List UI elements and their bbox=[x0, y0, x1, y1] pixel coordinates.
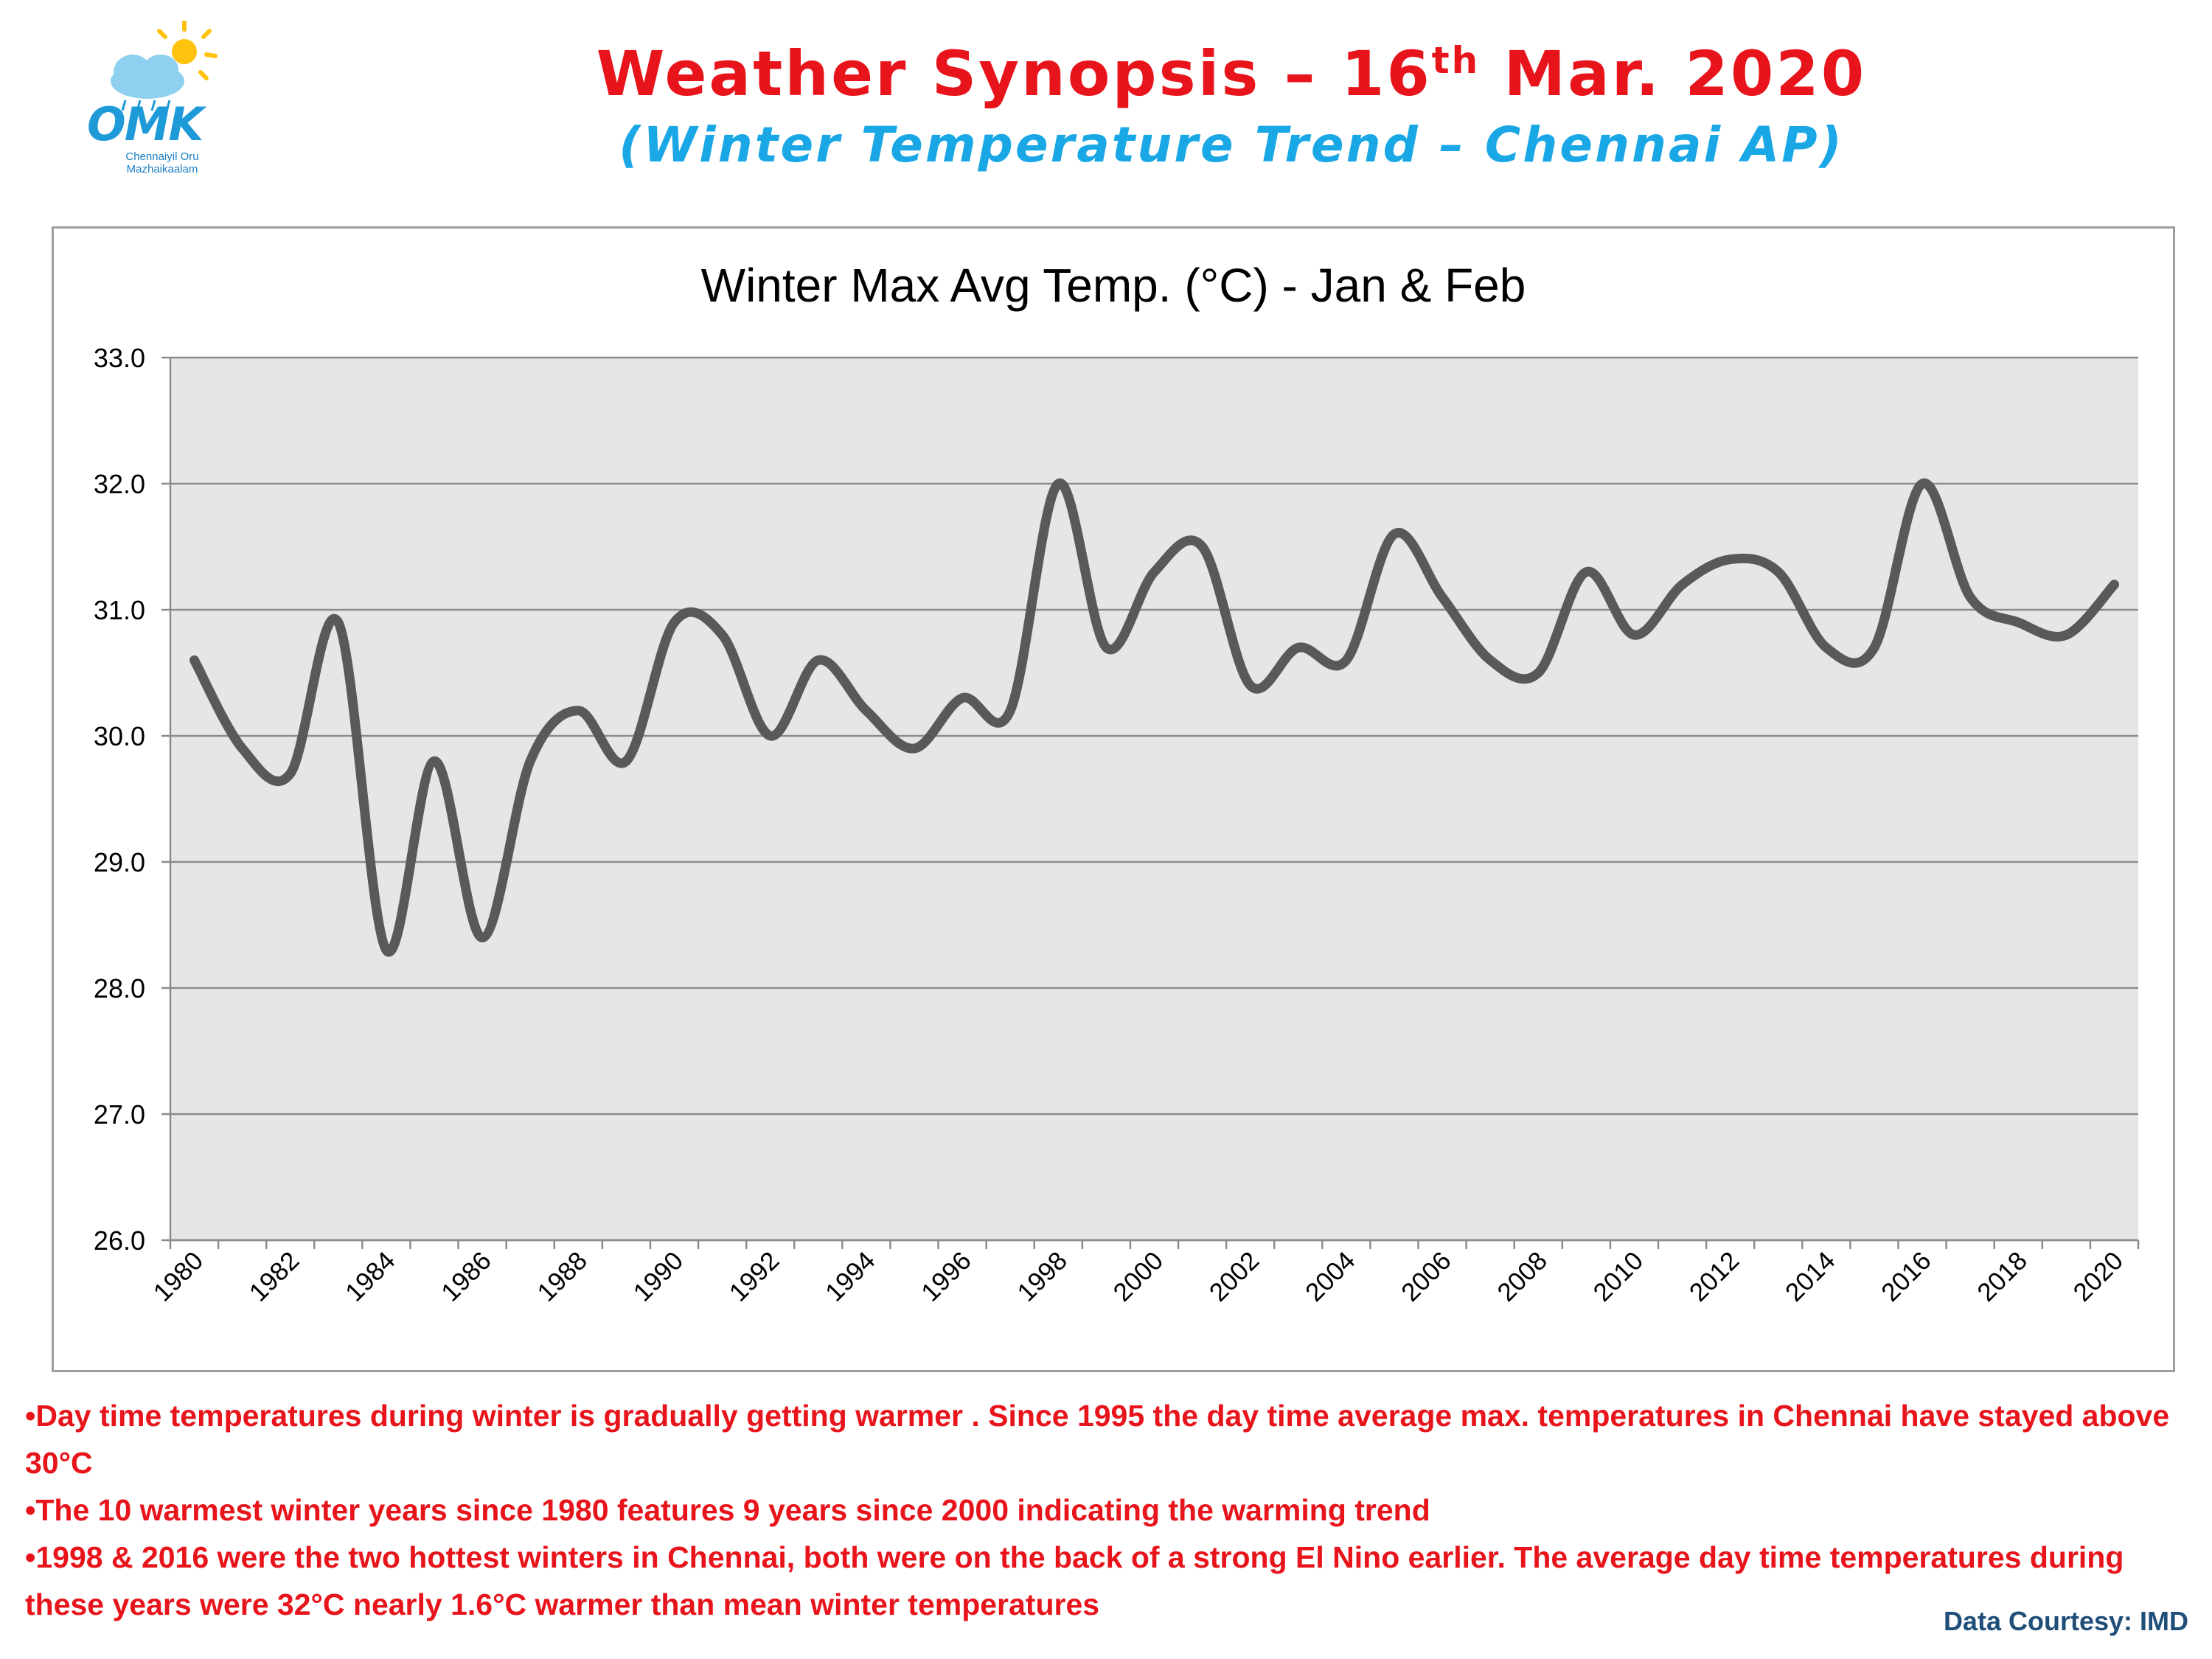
data-point bbox=[1826, 647, 1827, 648]
data-point bbox=[818, 659, 819, 661]
data-courtesy: Data Courtesy: IMD bbox=[1943, 1606, 2188, 1636]
data-point bbox=[1489, 659, 1491, 661]
y-tick-label: 33.0 bbox=[94, 343, 145, 373]
logo-graphic bbox=[74, 20, 218, 184]
x-tick-label: 2008 bbox=[1492, 1246, 1553, 1307]
x-tick-label: 2016 bbox=[1876, 1246, 1937, 1307]
data-point bbox=[338, 622, 339, 623]
chart-title: Winter Max Avg Temp. (°C) - Jan & Feb bbox=[701, 259, 1526, 312]
title-main: Weather Synopsis – 16 bbox=[596, 38, 1432, 110]
logo-wordmark: OMK bbox=[87, 97, 204, 151]
omk-logo: OMK Chennaiyil Oru Mazhaikaalam bbox=[22, 20, 229, 190]
data-point bbox=[2065, 634, 2067, 636]
data-point bbox=[1634, 634, 1635, 636]
x-tick-label: 2010 bbox=[1587, 1246, 1649, 1307]
data-point bbox=[1969, 597, 1971, 598]
cloud-icon bbox=[111, 55, 184, 99]
data-point bbox=[434, 760, 435, 762]
data-point bbox=[722, 634, 723, 636]
x-tick-label: 2012 bbox=[1684, 1246, 1745, 1307]
data-point bbox=[1682, 584, 1683, 585]
x-tick-label: 1982 bbox=[244, 1246, 305, 1307]
logo-tagline: Chennaiyil Oru Mazhaikaalam bbox=[125, 150, 199, 175]
x-tick-label: 2018 bbox=[1972, 1246, 2033, 1307]
page-title: Weather Synopsis – 16th Mar. 2020 bbox=[369, 37, 2094, 111]
data-point bbox=[1730, 559, 1731, 560]
x-tick-label: 1996 bbox=[916, 1246, 977, 1307]
x-tick-label: 1994 bbox=[820, 1246, 881, 1307]
y-tick-label: 32.0 bbox=[94, 469, 145, 499]
data-point bbox=[1346, 659, 1347, 661]
data-point bbox=[1441, 597, 1443, 598]
x-tick-label: 1990 bbox=[628, 1246, 689, 1307]
data-point bbox=[1874, 647, 1875, 648]
line-chart: Winter Max Avg Temp. (°C) - Jan & Feb 26… bbox=[94, 259, 2140, 1307]
data-point bbox=[866, 710, 867, 712]
series-line bbox=[189, 479, 2119, 957]
data-point bbox=[2114, 584, 2115, 585]
data-point bbox=[386, 950, 387, 951]
data-point bbox=[1394, 533, 1395, 535]
y-tick-label: 26.0 bbox=[94, 1225, 145, 1256]
note-1: •Day time temperatures during winter is … bbox=[25, 1399, 2170, 1480]
y-tick-label: 29.0 bbox=[94, 847, 145, 877]
x-tick-label: 1980 bbox=[148, 1246, 209, 1307]
data-point bbox=[1778, 571, 1779, 573]
data-point bbox=[914, 748, 915, 749]
data-point bbox=[1202, 546, 1203, 548]
notes-block: •Day time temperatures during winter is … bbox=[25, 1392, 2200, 1628]
note-2: •The 10 warmest winter years since 1980 … bbox=[25, 1493, 1430, 1527]
y-tick-label: 27.0 bbox=[94, 1099, 145, 1130]
x-tick-label: 2020 bbox=[2067, 1246, 2129, 1307]
x-tick-label: 2006 bbox=[1396, 1246, 1457, 1307]
data-point bbox=[194, 659, 195, 661]
data-point bbox=[290, 773, 291, 774]
data-point bbox=[2017, 622, 2019, 623]
page-subtitle: (Winter Temperature Trend – Chennai AP) bbox=[619, 116, 1844, 173]
data-point bbox=[1298, 647, 1299, 648]
y-tick-label: 28.0 bbox=[94, 973, 145, 1004]
data-point bbox=[577, 710, 579, 712]
data-point bbox=[961, 698, 963, 699]
rain-icon bbox=[121, 100, 171, 111]
x-tick-label: 1986 bbox=[436, 1246, 497, 1307]
plot-background bbox=[170, 358, 2138, 1240]
data-point bbox=[674, 622, 675, 623]
data-point bbox=[481, 937, 483, 939]
x-tick-label: 2014 bbox=[1780, 1246, 1841, 1307]
x-tick-label: 2002 bbox=[1204, 1246, 1265, 1307]
x-tick-label: 1992 bbox=[724, 1246, 785, 1307]
data-point bbox=[625, 760, 627, 762]
data-point bbox=[242, 748, 243, 749]
y-tick-label: 30.0 bbox=[94, 721, 145, 751]
sun-icon bbox=[157, 20, 218, 80]
data-point bbox=[1585, 571, 1587, 573]
x-tick-label: 1988 bbox=[532, 1246, 593, 1307]
y-tick-label: 31.0 bbox=[94, 595, 145, 625]
note-3: •1998 & 2016 were the two hottest winter… bbox=[25, 1540, 2124, 1621]
data-point bbox=[529, 760, 531, 762]
title-superscript: th bbox=[1431, 39, 1481, 82]
data-point bbox=[1105, 647, 1107, 648]
x-tick-label: 2000 bbox=[1108, 1246, 1169, 1307]
data-point bbox=[770, 735, 771, 737]
chart-frame: Winter Max Avg Temp. (°C) - Jan & Feb 26… bbox=[52, 226, 2175, 1372]
data-point bbox=[1921, 483, 1923, 484]
x-tick-label: 2004 bbox=[1300, 1246, 1361, 1307]
data-point bbox=[1009, 710, 1011, 712]
data-point bbox=[1250, 685, 1251, 686]
x-tick-label: 1984 bbox=[340, 1246, 401, 1307]
data-point bbox=[1537, 672, 1539, 674]
title-end: Mar. 2020 bbox=[1480, 38, 1867, 110]
data-point bbox=[1057, 483, 1059, 484]
data-point bbox=[1154, 571, 1155, 573]
x-tick-label: 1998 bbox=[1012, 1246, 1073, 1307]
